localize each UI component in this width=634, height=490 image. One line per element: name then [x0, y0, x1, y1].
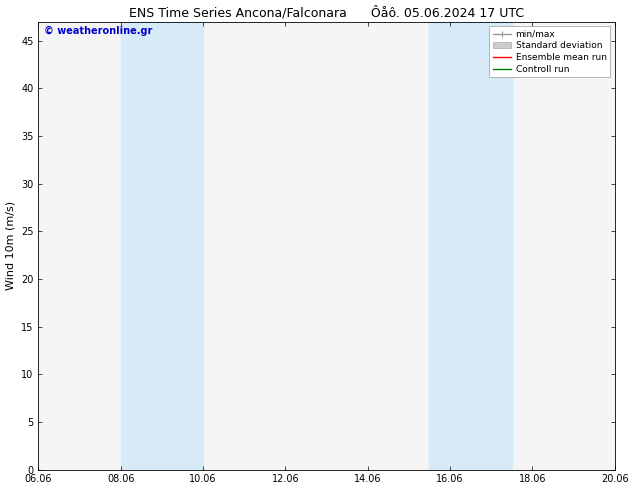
Bar [429, 22, 470, 469]
Text: © weatheronline.gr: © weatheronline.gr [44, 26, 153, 36]
Bar [470, 22, 512, 469]
Y-axis label: Wind 10m (m/s): Wind 10m (m/s) [6, 201, 16, 290]
Title: ENS Time Series Ancona/Falconara      Ôåô. 05.06.2024 17 UTC: ENS Time Series Ancona/Falconara Ôåô. 05… [129, 5, 524, 19]
Bar [121, 22, 203, 469]
Legend: min/max, Standard deviation, Ensemble mean run, Controll run: min/max, Standard deviation, Ensemble me… [489, 26, 610, 77]
